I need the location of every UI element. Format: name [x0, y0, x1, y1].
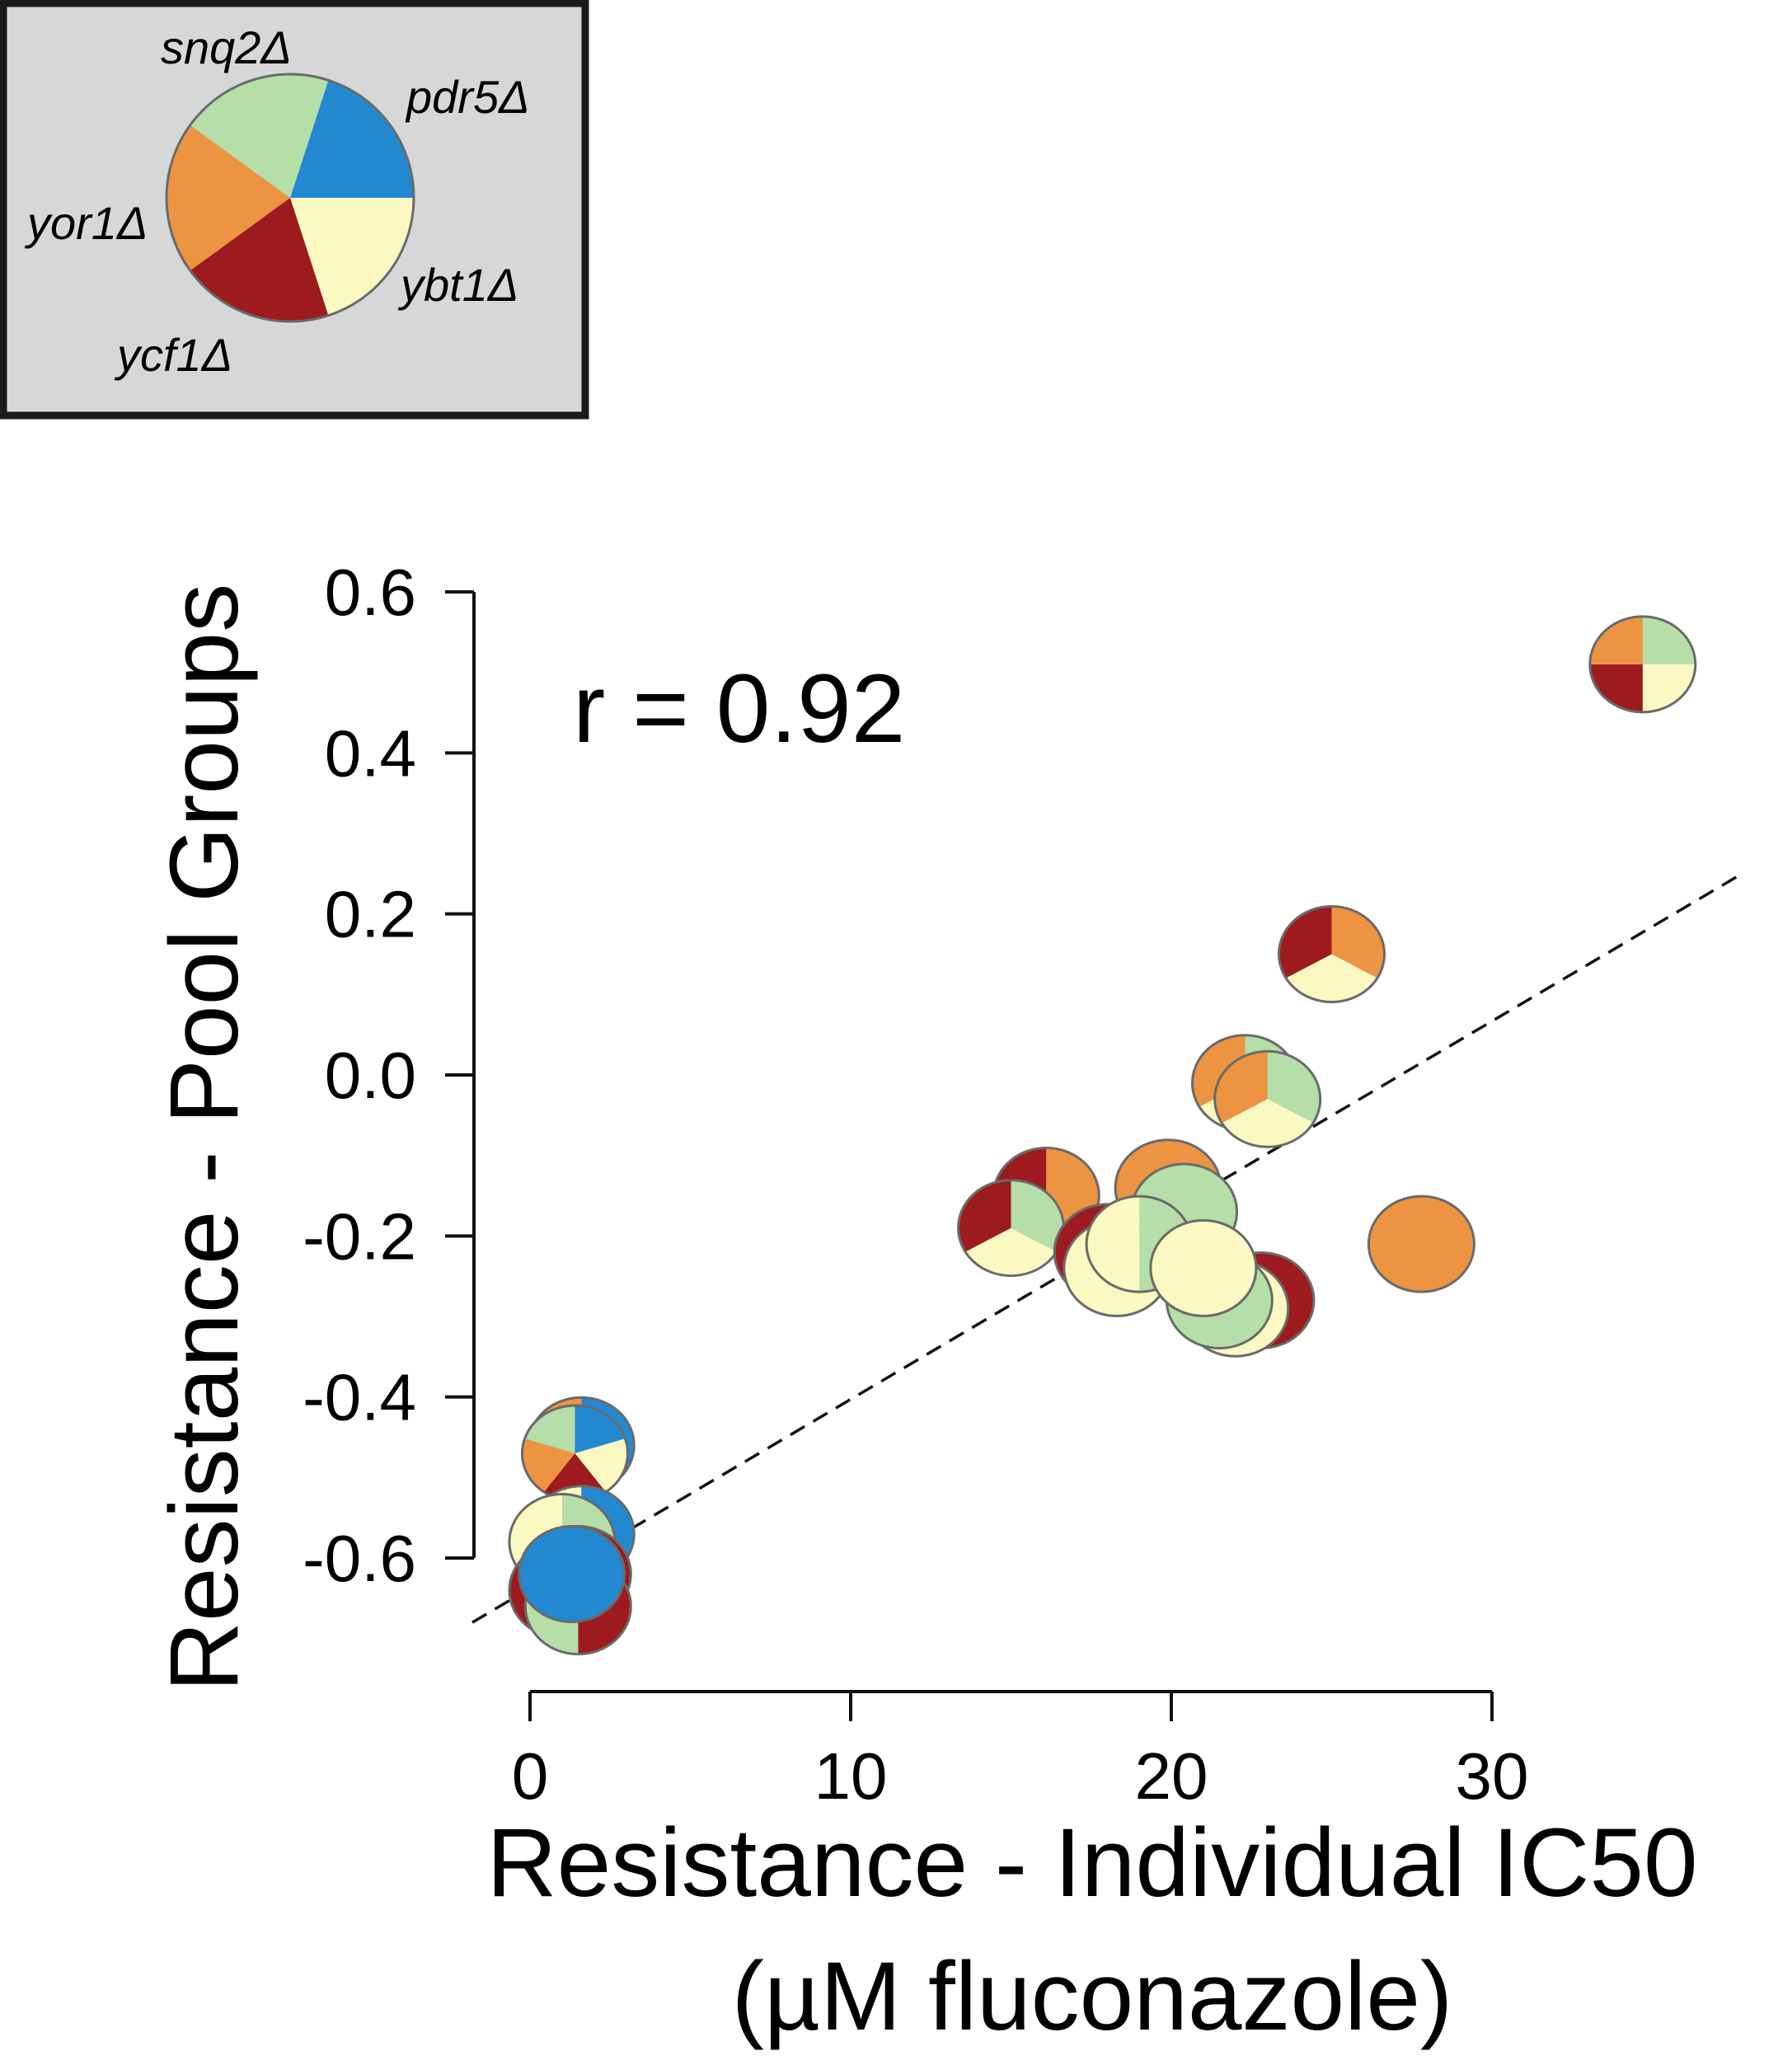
legend-label-snq2: snq2Δ	[161, 21, 292, 73]
legend-pie	[165, 73, 415, 323]
x-tick-label: 0	[512, 1739, 549, 1813]
legend-label-ybt1: ybt1Δ	[397, 259, 518, 311]
y-tick-label: 0.2	[325, 878, 416, 951]
data-point	[957, 1179, 1065, 1278]
y-tick-label: 0.0	[325, 1039, 416, 1112]
x-tick-label: 20	[1135, 1739, 1208, 1813]
data-point-15-slice	[1149, 1218, 1258, 1317]
data-point-1-outline	[1278, 905, 1386, 1003]
legend-label-pdr5: pdr5Δ	[405, 71, 530, 123]
data-point	[1588, 615, 1697, 714]
points-layer	[508, 615, 1697, 1656]
data-point	[1213, 1049, 1322, 1148]
data-point	[1367, 1194, 1475, 1293]
data-point-23-slice	[518, 1525, 626, 1624]
correlation-annotation: r = 0.92	[573, 655, 905, 763]
x-axis: 0 10 20 30	[512, 1690, 1529, 1813]
data-point-17-slice	[575, 1438, 628, 1492]
data-point-6-slice	[965, 1227, 1057, 1276]
data-point-11-slice	[1086, 1196, 1140, 1293]
legend-pie-outline	[165, 73, 415, 323]
data-point-0-slice	[1589, 664, 1643, 712]
legend-label-yor1: yor1Δ	[24, 197, 148, 249]
legend-pie-slice	[190, 198, 329, 321]
legend-pie-slice	[290, 80, 414, 198]
data-point-17-slice	[575, 1406, 626, 1454]
data-point-0-outline	[1588, 615, 1697, 714]
y-tick-label: -0.4	[303, 1361, 416, 1434]
y-tick-label: 0.6	[325, 556, 416, 629]
x-axis-title: Resistance - Individual IC50	[486, 1809, 1697, 1917]
y-axis: 0.6 0.4 0.2 0.0 -0.2 -0.4 -0.6	[303, 556, 476, 1595]
data-point-0-slice	[1642, 664, 1696, 712]
x-tick-label: 10	[814, 1739, 888, 1813]
y-axis-title: Resistance - Pool Groups	[150, 584, 259, 1692]
y-tick-label: -0.6	[303, 1522, 416, 1595]
data-point-17-slice	[524, 1406, 575, 1454]
trend-line	[471, 872, 1743, 1624]
data-point-17-slice	[522, 1438, 575, 1492]
x-axis-title-units: (µM fluconazole)	[732, 1942, 1453, 2051]
y-tick-label: 0.4	[325, 716, 416, 790]
legend-pie-slice	[190, 74, 329, 198]
data-point-1-slice	[1286, 954, 1377, 1002]
legend-pie-slice	[167, 124, 290, 271]
legend-pie-slice	[290, 198, 415, 316]
data-point	[1278, 905, 1386, 1003]
legend: snq2Δ pdr5Δ yor1Δ ybt1Δ ycf1Δ	[0, 0, 589, 420]
legend-label-ycf1: ycf1Δ	[114, 329, 232, 381]
y-tick-label: -0.2	[303, 1199, 416, 1273]
data-point-0-slice	[1642, 616, 1696, 664]
data-point-0-slice	[1589, 616, 1643, 664]
data-point	[1149, 1218, 1258, 1317]
x-tick-label: 30	[1456, 1739, 1529, 1813]
data-point-2-slice	[1367, 1194, 1475, 1293]
data-point-4-outline	[1213, 1049, 1322, 1148]
data-point	[518, 1525, 626, 1624]
